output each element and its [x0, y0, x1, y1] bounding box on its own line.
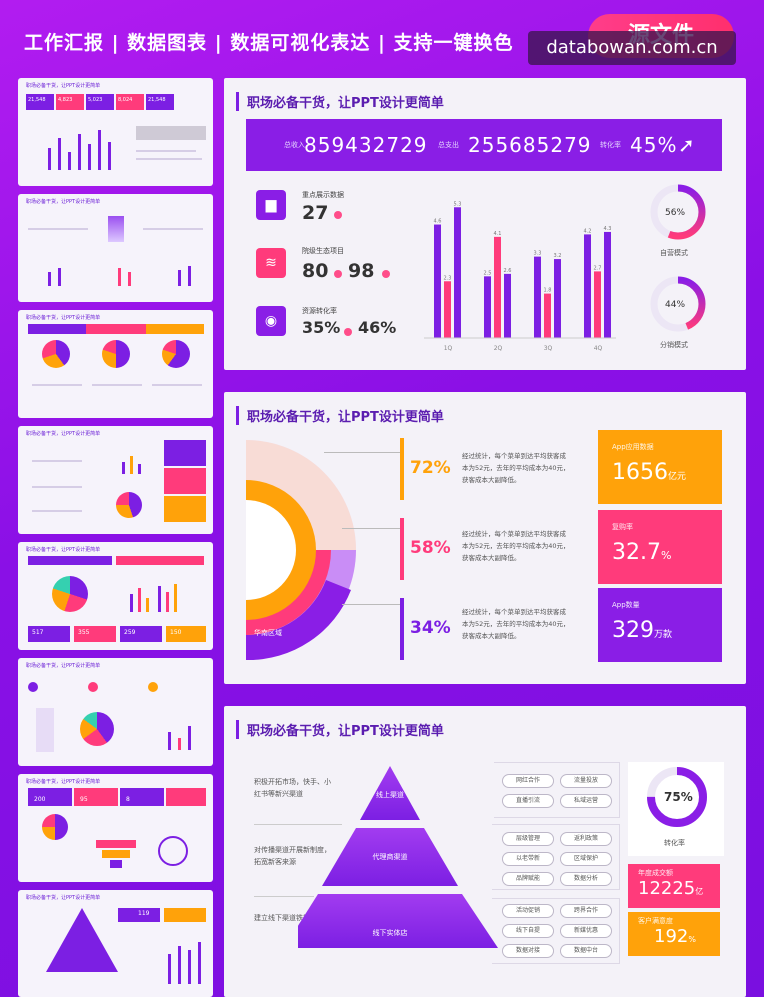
thumbnail-slide-4[interactable]: 职场必备干货，让PPT设计更简单	[18, 426, 213, 534]
ring-charts: 56% 自营模式 44% 分销模式	[618, 182, 736, 356]
stat-card-repurchase: 复购率 32.7%	[598, 510, 722, 584]
bar-value-label: 2.5	[484, 270, 492, 276]
panel-title: 职场必备干货，让PPT设计更简单	[236, 720, 444, 739]
thumbnail-slide-8[interactable]: 职场必备干货，让PPT设计更简单 119	[18, 890, 213, 997]
metrics-list: ▆ 重点展示数据 27 ≋ 院级生态项目 80 98 ◉ 资源转化率 35% 4…	[246, 182, 406, 356]
thumb-kpi-value: 517	[32, 629, 44, 636]
bar-value-label: 4.2	[584, 228, 592, 234]
description-text: 经过统计，每个菜单到达平均获客成本为52元，去年的平均成本为40元，获客成本大副…	[462, 530, 570, 562]
thumb-kpi-value: 21,548	[28, 97, 46, 103]
bar-value-label: 4.3	[604, 226, 612, 232]
thumbnail-slide-2[interactable]: 职场必备干货，让PPT设计更简单	[18, 194, 213, 302]
thumbnail-slide-5[interactable]: 职场必备干货，让PPT设计更简单 517 355 259 150	[18, 542, 213, 650]
percent-value: 58%	[410, 538, 451, 558]
thumb-kpi-value: 95	[80, 796, 88, 803]
metric-value: 46%	[358, 318, 397, 337]
panel-title: 职场必备干货，让PPT设计更简单	[236, 406, 444, 425]
bar-4Q-0	[584, 234, 591, 338]
bar-value-label: 2.7	[594, 265, 602, 271]
bar-value-label: 2.6	[504, 268, 512, 274]
metric-value: 27	[302, 202, 329, 224]
thumb-kpi-value: 259	[124, 629, 136, 636]
bar-4Q-2	[604, 231, 611, 338]
percent-value: 34%	[410, 618, 451, 638]
x-tick-label: 2Q	[494, 345, 503, 352]
thumb-kpi-value: 8	[126, 796, 130, 803]
fan-label: 华南区域	[254, 629, 282, 637]
ring-chart-2	[650, 276, 706, 332]
bar-2Q-1	[494, 236, 501, 338]
thumbnail-slide-3[interactable]: 职场必备干货，让PPT设计更简单	[18, 310, 213, 418]
bar-value-label: 3.2	[554, 253, 562, 259]
ring-chart-1	[650, 184, 706, 240]
trend-up-icon: ➚	[678, 133, 695, 157]
thumb-kpi-value: 119	[138, 910, 150, 917]
bar-1Q-0	[434, 224, 441, 338]
x-tick-label: 4Q	[594, 345, 603, 352]
bar-1Q-1	[444, 281, 451, 338]
metric-value: 35%	[302, 318, 341, 337]
metric-value: 98	[348, 260, 375, 282]
pyramid-chart	[298, 766, 498, 948]
bar-value-label: 5.3	[454, 201, 462, 207]
expense-label: 总支出	[438, 141, 459, 149]
thumbnail-slide-7[interactable]: 职场必备干货，让PPT设计更简单 200 95 8	[18, 774, 213, 882]
income-value: 859432729	[304, 133, 428, 157]
thumb-kpi-value: 4,823	[58, 97, 73, 103]
chart-icon: ▆	[256, 190, 286, 220]
description-text: 经过统计，每个菜单到达平均获客成本为52元，去年的平均成本为40元，获客成本大副…	[462, 608, 570, 640]
thumb-kpi-value: 21,548	[148, 97, 166, 103]
x-tick-label: 1Q	[444, 345, 453, 352]
percent-value: 72%	[410, 458, 451, 478]
thumbnail-slide-1[interactable]: 职场必备干货，让PPT设计更简单 21,548 4,823 5,023 8,024 21…	[18, 78, 213, 186]
bar-3Q-2	[554, 259, 561, 338]
header-bar: 工作汇报 | 数据图表 | 数据可视化表达 | 支持一键换色 源文件 datab…	[0, 0, 764, 80]
rate-value: 45%	[630, 133, 678, 157]
bar-value-label: 4.6	[434, 219, 442, 225]
thumb-kpi-value: 200	[34, 796, 46, 803]
bar-4Q-1	[594, 271, 601, 338]
description-text: 经过统计，每个菜单到达平均获客成本为52元，去年的平均成本为40元，获客成本大副…	[462, 452, 570, 484]
thumbnail-slide-6[interactable]: 职场必备干货，让PPT设计更简单	[18, 658, 213, 766]
watermark: databowan.com.cn	[528, 31, 736, 65]
bar-value-label: 4.1	[494, 231, 502, 237]
fan-chart	[246, 440, 356, 660]
layers-icon: ≋	[256, 248, 286, 278]
slide-panel-kpi: 职场必备干货，让PPT设计更简单 总收入 859432729 总支出 25568…	[224, 78, 746, 370]
bar-3Q-1	[544, 293, 551, 338]
bar-value-label: 3.3	[534, 251, 542, 257]
thumb-kpi-value: 355	[78, 629, 90, 636]
conversion-ring-card: 75% 转化率	[628, 762, 724, 856]
stat-card-annual: 年度成交额 12225亿	[628, 864, 720, 908]
rate-label: 转化率	[600, 141, 621, 149]
quarterly-bar-chart: 4.6 2.3 5.3 1Q 2.5 4.1 2.6 2Q 3.3 1.8 3.2 3Q 4.2 2.7 4…	[424, 201, 616, 352]
metric-value: 80	[302, 260, 329, 282]
stat-card-satisfaction: 客户满意度 192%	[628, 912, 720, 956]
conversion-ring	[647, 767, 707, 827]
kpi-banner: 总收入 859432729 总支出 255685279 转化率 45% ➚	[246, 119, 722, 171]
bar-1Q-2	[454, 207, 461, 338]
bar-2Q-2	[504, 273, 511, 338]
bar-3Q-0	[534, 256, 541, 338]
thumb-title: 职场必备干货，让PPT设计更简单	[26, 83, 101, 89]
stat-card-app-count: App数量 329万款	[598, 588, 722, 662]
thumb-kpi-value: 5,023	[88, 97, 103, 103]
coins-icon: ◉	[256, 306, 286, 336]
header-title: 工作汇报 | 数据图表 | 数据可视化表达 | 支持一键换色	[24, 32, 514, 54]
bar-2Q-0	[484, 276, 491, 338]
bar-value-label: 2.3	[444, 275, 452, 281]
thumb-kpi-value: 8,024	[118, 97, 133, 103]
x-tick-label: 3Q	[544, 345, 553, 352]
stat-card-app-data: App应用数据 1656亿元	[598, 430, 722, 504]
panel-title: 职场必备干货，让PPT设计更简单	[236, 92, 444, 111]
expense-value: 255685279	[468, 133, 592, 157]
income-label: 总收入	[284, 141, 305, 149]
bar-value-label: 1.8	[544, 288, 552, 294]
thumb-kpi-value: 150	[170, 629, 182, 636]
